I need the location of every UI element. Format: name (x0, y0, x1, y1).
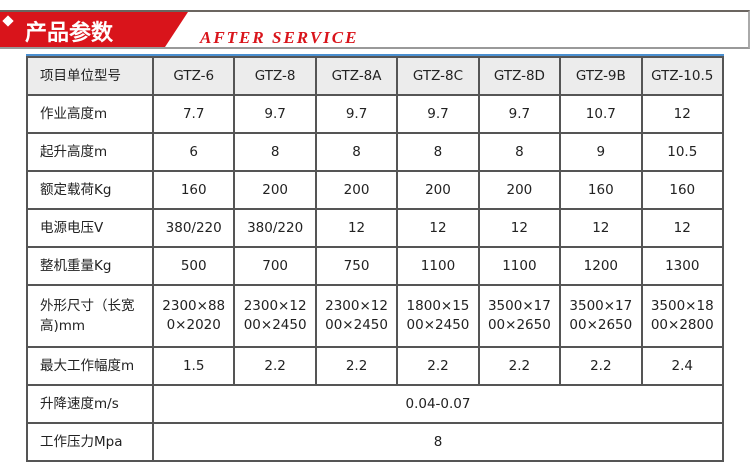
column-header: GTZ-8C (396, 56, 480, 96)
table-cell: 6 (151, 132, 236, 172)
table-cell: 2.2 (233, 346, 317, 386)
table-cell: 1300 (640, 246, 725, 286)
table-cell: 500 (151, 246, 236, 286)
table-cell: 3500×1700×2650 (477, 284, 562, 348)
column-header: GTZ-8D (477, 56, 562, 96)
section-subtitle: AFTER SERVICE (200, 28, 359, 47)
table-cell: 700 (233, 246, 317, 286)
row-label: 升降速度m/s (26, 384, 154, 424)
table-row: 工作压力Mpa 8 (26, 422, 724, 462)
table-cell: 10.5 (640, 132, 725, 172)
merged-cell: 0.04-0.07 (152, 384, 724, 424)
column-header: GTZ-10.5 (640, 56, 725, 96)
column-header: GTZ-8 (233, 56, 317, 96)
table-cell: 9.7 (477, 94, 562, 134)
table-cell: 2300×1200×2450 (314, 284, 399, 348)
table-cell: 8 (477, 132, 562, 172)
table-cell: 3500×1700×2650 (559, 284, 643, 348)
table-cell: 200 (396, 170, 480, 210)
table-cell: 160 (559, 170, 643, 210)
table-row: 起升高度m 6 8 8 8 8 9 10.5 (26, 132, 725, 172)
row-label: 起升高度m (26, 132, 154, 172)
column-header: GTZ-8A (314, 56, 399, 96)
table-cell: 7.7 (151, 94, 236, 134)
row-label: 最大工作幅度m (26, 346, 154, 386)
table-cell: 12 (640, 208, 725, 248)
row-label: 整机重量Kg (26, 246, 154, 286)
banner-red-block (0, 12, 188, 47)
table-row: 作业高度m 7.7 9.7 9.7 9.7 9.7 10.7 12 (26, 94, 725, 134)
row-label: 外形尺寸（长宽高)mm (26, 284, 154, 348)
table-cell: 8 (233, 132, 317, 172)
table-cell: 1800×1500×2450 (396, 284, 480, 348)
spec-table: 项目单位型号 GTZ-6 GTZ-8 GTZ-8A GTZ-8C GTZ-8D GTZ-9B… (26, 56, 725, 462)
table-row: 最大工作幅度m 1.5 2.2 2.2 2.2 2.2 2.2 2.4 (26, 346, 725, 386)
table-cell: 9.7 (314, 94, 399, 134)
table-cell: 10.7 (559, 94, 643, 134)
merged-cell: 8 (152, 422, 724, 462)
table-cell: 2.2 (559, 346, 643, 386)
table-cell: 9.7 (396, 94, 480, 134)
row-label: 工作压力Mpa (26, 422, 154, 462)
corner-header: 项目单位型号 (26, 56, 154, 96)
table-cell: 2300×880×2020 (151, 284, 236, 348)
table-cell: 1200 (559, 246, 643, 286)
table-cell: 380/220 (233, 208, 317, 248)
table-row: 额定载荷Kg 160 200 200 200 200 160 160 (26, 170, 725, 210)
table-cell: 8 (396, 132, 480, 172)
table-cell: 2.2 (314, 346, 399, 386)
table-row: 升降速度m/s 0.04-0.07 (26, 384, 724, 424)
table-row: 电源电压V 380/220 380/220 12 12 12 12 12 (26, 208, 725, 248)
column-header: GTZ-6 (151, 56, 236, 96)
row-label: 作业高度m (26, 94, 154, 134)
table-cell: 12 (396, 208, 480, 248)
row-label: 电源电压V (26, 208, 154, 248)
table-cell: 160 (640, 170, 725, 210)
table-cell: 1.5 (151, 346, 236, 386)
table-row: 整机重量Kg 500 700 750 1100 1100 1200 1300 (26, 246, 725, 286)
table-cell: 2.4 (640, 346, 725, 386)
table-cell: 1100 (396, 246, 480, 286)
table-row: 外形尺寸（长宽高)mm 2300×880×2020 2300×1200×2450 23… (26, 284, 725, 348)
section-title: 产品参数 (25, 20, 114, 46)
table-cell: 12 (314, 208, 399, 248)
column-header: GTZ-9B (559, 56, 643, 96)
table-cell: 2300×1200×2450 (233, 284, 317, 348)
table-cell: 160 (151, 170, 236, 210)
section-banner: 产品参数 AFTER SERVICE (0, 10, 750, 49)
table-cell: 8 (314, 132, 399, 172)
table-cell: 1100 (477, 246, 562, 286)
table-cell: 2.2 (477, 346, 562, 386)
table-cell: 9.7 (233, 94, 317, 134)
table-cell: 12 (559, 208, 643, 248)
table-header-row: 项目单位型号 GTZ-6 GTZ-8 GTZ-8A GTZ-8C GTZ-8D GTZ-9B… (26, 56, 725, 96)
table-cell: 2.2 (396, 346, 480, 386)
row-label: 额定载荷Kg (26, 170, 154, 210)
table-cell: 380/220 (151, 208, 236, 248)
table-cell: 200 (477, 170, 562, 210)
table-cell: 3500×1800×2800 (640, 284, 725, 348)
table-cell: 9 (559, 132, 643, 172)
spec-table-wrapper: 项目单位型号 GTZ-6 GTZ-8 GTZ-8A GTZ-8C GTZ-8D GTZ-9B… (26, 54, 725, 462)
table-cell: 12 (477, 208, 562, 248)
table-cell: 750 (314, 246, 399, 286)
table-cell: 12 (640, 94, 725, 134)
table-cell: 200 (314, 170, 399, 210)
table-cell: 200 (233, 170, 317, 210)
